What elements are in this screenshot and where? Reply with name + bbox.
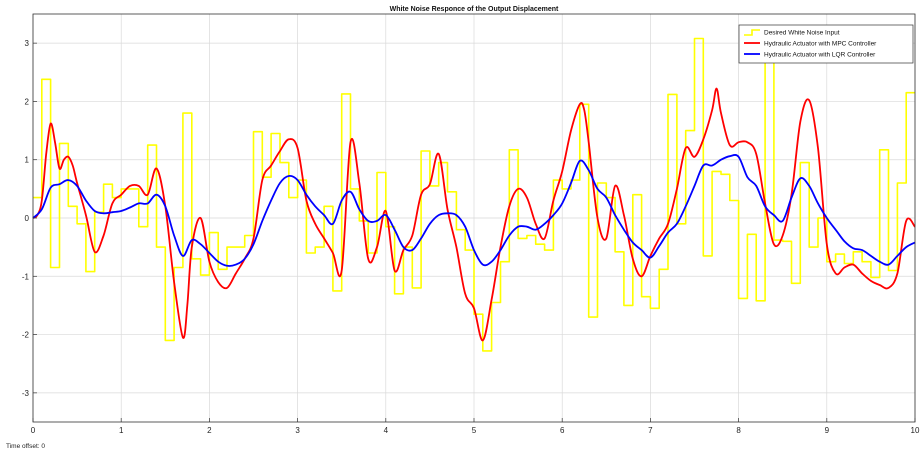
- x-tick-label: 3: [295, 426, 300, 435]
- time-offset-value: 0: [41, 443, 46, 450]
- x-tick-label: 10: [911, 426, 920, 435]
- legend-items: Desired White Noise Input Hydraulic Actua…: [744, 29, 877, 59]
- legend-entry-mpc: Hydraulic Actuator with MPC Controller: [744, 41, 877, 48]
- legend-label: Hydraulic Actuator with MPC Controller: [764, 41, 877, 48]
- x-tick-label: 2: [207, 426, 212, 435]
- x-tick-label: 8: [736, 426, 741, 435]
- x-tick-label: 0: [31, 426, 36, 435]
- time-offset-readout: Time offset: 0: [6, 443, 45, 450]
- y-tick-label: -1: [22, 272, 30, 281]
- y-tick-label: 1: [25, 156, 30, 165]
- y-tick-label: 0: [25, 214, 30, 223]
- y-tick-label: 2: [25, 97, 30, 106]
- chart-title: White Noise Responce of the Output Displ…: [390, 6, 559, 13]
- x-tick-label: 1: [119, 426, 124, 435]
- tick-labels: 0 1 2 3 4 5 6 7 8 9 10 -3 -2 -1 0 1 2 3: [22, 39, 920, 435]
- legend-swatch: [744, 29, 760, 36]
- x-tick-label: 6: [560, 426, 565, 435]
- lqr-response-line: [32, 154, 916, 267]
- y-tick-label: -2: [22, 331, 30, 340]
- legend: Desired White Noise Input Hydraulic Actua…: [738, 24, 914, 64]
- x-tick-label: 4: [384, 426, 389, 435]
- x-tick-label: 5: [472, 426, 477, 435]
- legend-entry-lqr: Hydraulic Actuator with LQR Controller: [744, 52, 876, 59]
- mpc-response-line: [32, 87, 916, 342]
- time-offset-label: Time offset:: [6, 443, 40, 450]
- y-tick-label: -3: [22, 389, 30, 398]
- legend-entry-desired: Desired White Noise Input: [744, 29, 840, 37]
- y-tick-label: 3: [25, 39, 30, 48]
- legend-box: [738, 24, 914, 64]
- x-tick-label: 7: [648, 426, 653, 435]
- legend-label: Hydraulic Actuator with LQR Controller: [764, 52, 876, 59]
- legend-label: Desired White Noise Input: [764, 30, 840, 37]
- tick-marks: [32, 42, 916, 422]
- x-tick-label: 9: [825, 426, 830, 435]
